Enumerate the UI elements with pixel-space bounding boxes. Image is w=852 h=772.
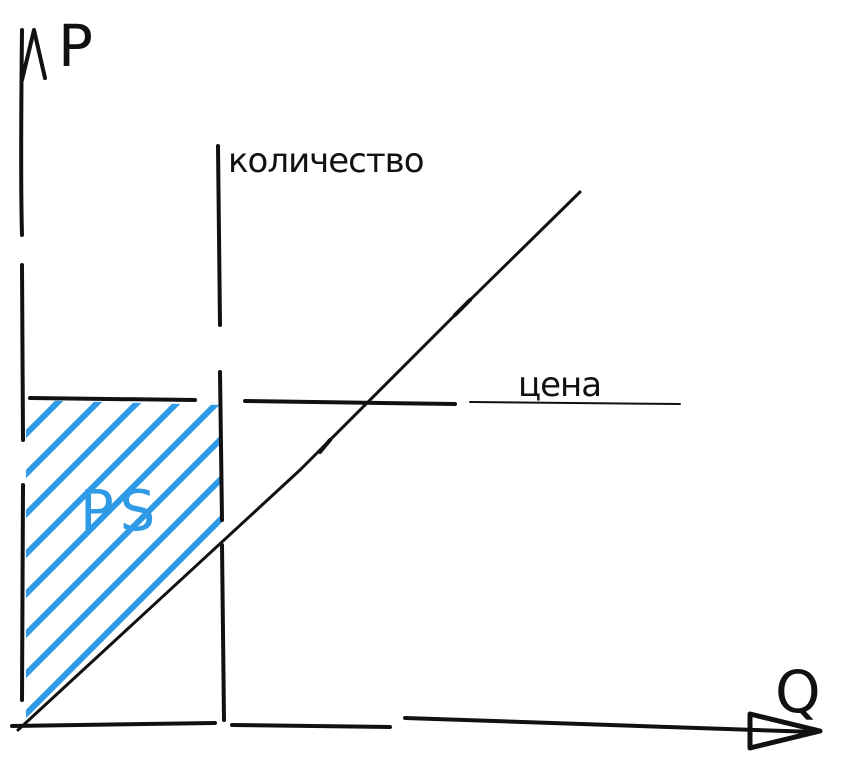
price-label: цена (518, 365, 601, 405)
price-line (28, 396, 681, 406)
y-axis-label: P (58, 12, 93, 80)
x-axis (10, 711, 823, 751)
supply-curve (16, 190, 582, 732)
quantity-line (216, 144, 226, 722)
y-axis (19, 28, 47, 702)
producer-surplus-label: PS (80, 479, 161, 544)
quantity-label: количество (228, 141, 424, 181)
producer-surplus-hatching (26, 400, 222, 718)
x-axis-label: Q (775, 658, 821, 726)
